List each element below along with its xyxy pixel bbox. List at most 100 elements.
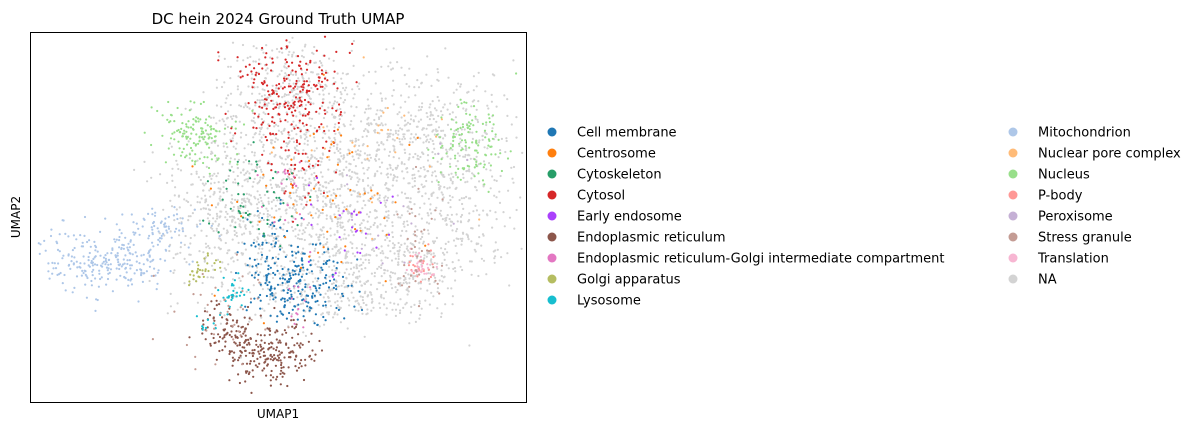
scatter-point — [484, 90, 487, 93]
scatter-point — [128, 259, 131, 262]
scatter-point — [176, 106, 179, 110]
scatter-point — [339, 107, 342, 111]
scatter-point — [336, 188, 339, 191]
scatter-point — [253, 276, 256, 279]
scatter-point — [220, 233, 223, 236]
scatter-point — [264, 56, 267, 59]
scatter-point — [366, 168, 369, 171]
scatter-point — [256, 365, 259, 368]
scatter-point — [246, 218, 249, 221]
scatter-point — [47, 270, 50, 273]
scatter-point — [271, 256, 274, 259]
scatter-point — [289, 91, 292, 94]
scatter-point — [400, 243, 403, 246]
scatter-point — [183, 198, 186, 201]
scatter-point — [187, 219, 190, 222]
scatter-point — [204, 182, 207, 185]
scatter-point — [396, 277, 399, 281]
scatter-point — [210, 204, 213, 207]
scatter-point — [165, 229, 168, 232]
scatter-point — [359, 211, 362, 214]
scatter-point — [376, 131, 379, 134]
scatter-point — [232, 260, 235, 263]
scatter-point — [297, 289, 300, 293]
scatter-point — [290, 178, 293, 181]
scatter-point — [313, 140, 317, 143]
scatter-point — [191, 149, 194, 152]
scatter-point — [218, 190, 221, 193]
scatter-point — [375, 254, 378, 257]
scatter-point — [215, 86, 218, 89]
scatter-point — [263, 361, 266, 364]
scatter-point — [275, 329, 278, 332]
scatter-point — [229, 224, 232, 227]
scatter-point — [311, 164, 314, 167]
scatter-point — [335, 288, 338, 291]
scatter-point — [309, 167, 312, 170]
scatter-point — [439, 142, 442, 145]
scatter-point — [334, 123, 337, 126]
scatter-point — [280, 298, 283, 301]
scatter-point — [375, 122, 378, 125]
scatter-point — [204, 338, 207, 341]
scatter-point — [303, 133, 306, 136]
scatter-point — [232, 284, 235, 287]
scatter-point — [318, 325, 321, 328]
scatter-point — [381, 109, 384, 113]
scatter-point — [425, 272, 428, 275]
scatter-point — [397, 282, 400, 285]
scatter-point — [414, 275, 417, 278]
scatter-point — [309, 134, 312, 137]
scatter-point — [277, 95, 280, 98]
scatter-point — [189, 242, 192, 245]
scatter-point — [388, 163, 391, 166]
scatter-point — [360, 284, 363, 287]
scatter-point — [237, 75, 240, 78]
scatter-point — [391, 271, 394, 274]
scatter-point — [290, 137, 293, 140]
scatter-point — [234, 271, 238, 275]
scatter-point — [279, 198, 282, 201]
scatter-point — [225, 97, 228, 100]
scatter-point — [297, 251, 300, 254]
scatter-point — [233, 358, 236, 361]
scatter-point — [302, 183, 305, 186]
scatter-point — [299, 99, 302, 102]
scatter-point — [255, 47, 258, 50]
scatter-point — [491, 137, 494, 140]
scatter-point — [318, 214, 321, 217]
scatter-point — [361, 312, 364, 315]
scatter-point — [512, 59, 515, 62]
scatter-point — [310, 173, 313, 176]
scatter-point — [258, 193, 261, 197]
legend-marker — [1008, 253, 1018, 263]
scatter-point — [394, 308, 398, 311]
scatter-point — [238, 104, 241, 107]
scatter-point — [265, 207, 268, 210]
scatter-point — [243, 179, 246, 182]
scatter-point — [318, 125, 321, 129]
scatter-point — [173, 269, 176, 272]
scatter-point — [314, 300, 317, 303]
scatter-point — [427, 148, 430, 151]
scatter-point — [212, 317, 215, 320]
scatter-point — [373, 238, 376, 241]
scatter-point — [221, 316, 224, 319]
scatter-point — [336, 300, 339, 303]
scatter-point — [404, 303, 407, 306]
scatter-point — [305, 62, 308, 65]
scatter-point — [276, 354, 279, 357]
scatter-point — [477, 141, 481, 144]
scatter-point — [288, 195, 291, 198]
scatter-point — [224, 204, 227, 207]
scatter-point — [297, 303, 300, 306]
scatter-point — [142, 217, 145, 220]
scatter-point — [328, 265, 331, 268]
scatter-point — [312, 320, 315, 323]
scatter-point — [472, 210, 475, 213]
scatter-point — [218, 349, 221, 353]
scatter-point — [236, 344, 239, 347]
scatter-point — [194, 368, 197, 371]
scatter-point — [236, 251, 239, 254]
scatter-point — [199, 118, 202, 121]
